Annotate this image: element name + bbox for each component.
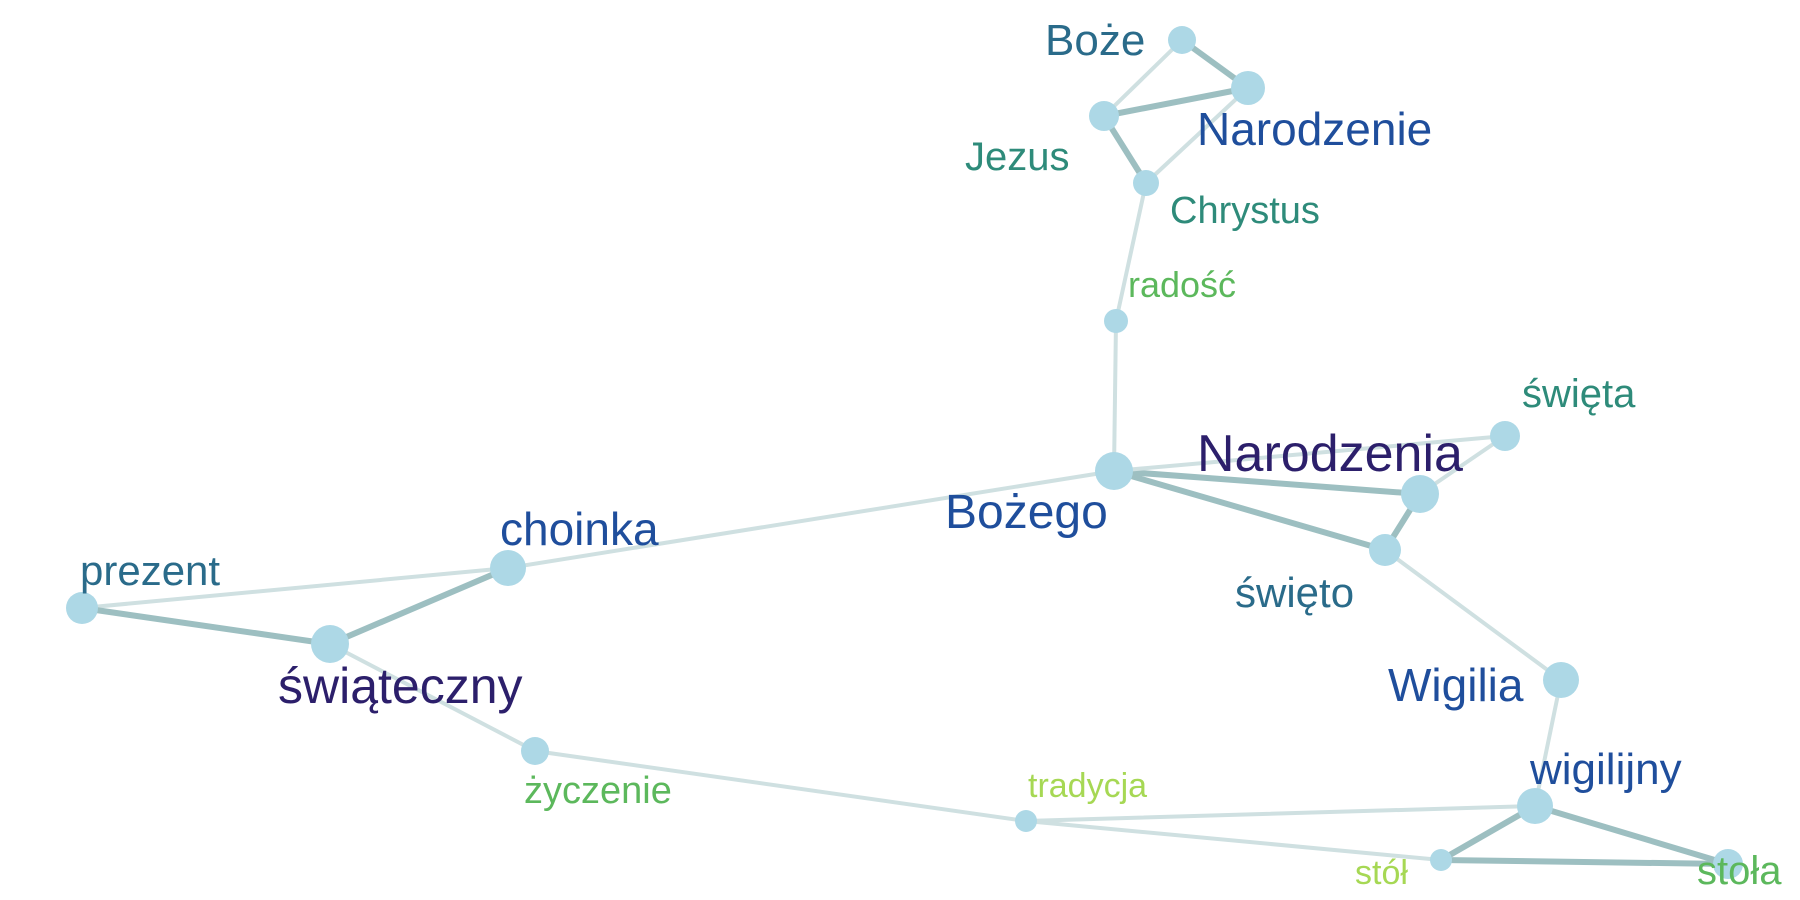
node-label-jezus: Jezus — [965, 135, 1070, 179]
edge-narodzenie-chrystus — [1144, 86, 1250, 185]
edge-radosc-bozego — [1112, 319, 1118, 473]
graph-labels: Boże Narodzenie Jezus Chrystus radość Bożego N… — [80, 16, 1782, 893]
edge-boze-jezus — [1102, 38, 1184, 118]
node-label-boze: Boże — [1045, 16, 1145, 65]
edge-jezus-narodzenie — [1101, 85, 1251, 119]
node-jezus — [1089, 101, 1119, 131]
node-radosc — [1104, 309, 1128, 333]
node-label-stola: stoła — [1697, 849, 1782, 893]
node-label-narodzenia: Narodzenia — [1197, 425, 1463, 483]
node-label-stol: stół — [1355, 854, 1408, 892]
node-label-swieta: święta — [1522, 372, 1636, 416]
node-label-wigilijny: wigilijny — [1529, 745, 1682, 794]
edge-stol-stola — [1438, 857, 1731, 867]
node-label-bozego: Bożego — [945, 486, 1108, 539]
node-wigilijny — [1517, 788, 1553, 824]
node-swieto — [1369, 534, 1401, 566]
node-label-wigilia: Wigilia — [1388, 659, 1524, 711]
edge-swiateczny-zyczenie — [328, 642, 537, 753]
node-narodzenie — [1231, 71, 1265, 105]
node-boze — [1168, 26, 1196, 54]
edge-chrystus-radosc — [1114, 181, 1148, 323]
node-label-narodzenie: Narodzenie — [1197, 103, 1432, 155]
edge-wigilia-wigilijny — [1533, 678, 1563, 808]
node-stola — [1713, 849, 1743, 879]
edge-tradycja-wigilijny — [1024, 804, 1537, 823]
node-bozego — [1095, 452, 1133, 490]
node-label-swiateczny: świąteczny — [278, 658, 523, 714]
node-swiateczny — [311, 625, 349, 663]
node-label-chrystus: Chrystus — [1170, 190, 1320, 232]
edge-bozego-swieta — [1112, 434, 1507, 473]
node-label-choinka: choinka — [500, 503, 659, 555]
edge-zyczenie-tradycja — [533, 749, 1028, 823]
edge-bozego-choinka — [506, 469, 1116, 570]
node-label-tradycja: tradycja — [1028, 767, 1147, 805]
node-swieta — [1490, 421, 1520, 451]
edge-choinka-swiateczny — [327, 565, 511, 647]
node-zyczenie — [521, 737, 549, 765]
edge-wigilijny-stola — [1532, 803, 1731, 867]
graph-edges — [79, 37, 1731, 867]
node-label-prezent: prezent — [80, 547, 220, 594]
node-chrystus — [1133, 170, 1159, 196]
edge-choinka-prezent — [80, 566, 510, 610]
node-narodzenia — [1401, 475, 1439, 513]
node-label-zyczenie: życzenie — [524, 770, 672, 812]
edge-prezent-swiateczny — [79, 605, 333, 647]
edge-swieto-wigilia — [1383, 548, 1563, 682]
node-wigilia — [1543, 662, 1579, 698]
node-tradycja — [1015, 810, 1037, 832]
node-stol — [1430, 849, 1452, 871]
node-prezent — [66, 592, 98, 624]
node-choinka — [490, 550, 526, 586]
graph-nodes — [66, 26, 1743, 879]
edge-tradycja-stol — [1024, 819, 1443, 862]
node-label-radosc: radość — [1128, 264, 1236, 305]
edge-bozego-swieto — [1111, 468, 1388, 553]
edge-wigilijny-stol — [1438, 803, 1538, 863]
node-label-swieto: święto — [1235, 569, 1354, 616]
edge-bozego-narodzenia — [1111, 468, 1423, 497]
